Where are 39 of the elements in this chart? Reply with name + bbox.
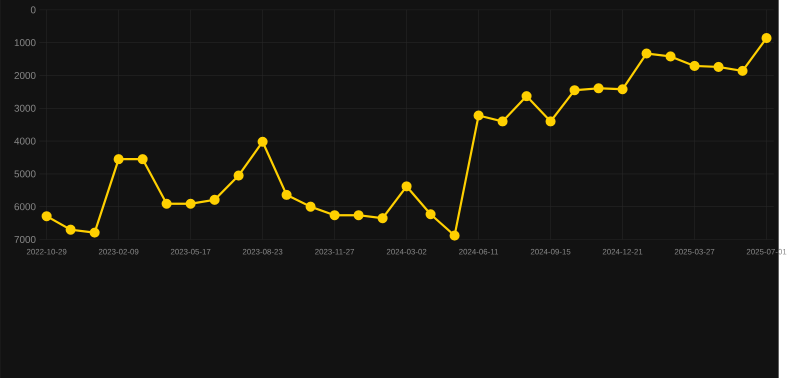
point bbox=[738, 66, 748, 76]
point bbox=[570, 84, 580, 96]
point bbox=[546, 116, 556, 126]
point bbox=[378, 212, 388, 223]
point bbox=[666, 51, 676, 62]
point bbox=[306, 201, 316, 212]
y-tick-label: 6000 bbox=[14, 202, 36, 210]
point bbox=[90, 227, 100, 238]
point bbox=[426, 208, 436, 220]
point bbox=[186, 198, 196, 209]
point bbox=[162, 198, 172, 209]
y-tick-label: 1000 bbox=[14, 38, 36, 46]
point bbox=[498, 116, 508, 126]
point bbox=[42, 210, 52, 222]
point bbox=[402, 181, 412, 192]
point bbox=[354, 210, 364, 220]
point bbox=[450, 230, 460, 240]
point bbox=[234, 170, 244, 180]
point bbox=[762, 32, 772, 43]
point bbox=[330, 210, 340, 220]
point bbox=[642, 48, 652, 58]
y-tick-label: 2000 bbox=[14, 72, 36, 79]
y-tick-label: 7000 bbox=[14, 236, 36, 243]
point bbox=[66, 224, 76, 234]
y-tick-label: 4000 bbox=[14, 137, 36, 144]
point bbox=[618, 84, 628, 94]
point bbox=[690, 60, 700, 71]
point bbox=[522, 90, 532, 101]
y-tick-label: 3000 bbox=[14, 104, 36, 112]
point bbox=[474, 110, 484, 120]
y-tick-label: 5000 bbox=[14, 170, 36, 178]
y-tick-label: 0 bbox=[30, 6, 36, 14]
point bbox=[138, 154, 148, 164]
point bbox=[282, 190, 292, 200]
point bbox=[714, 62, 724, 72]
point bbox=[594, 83, 604, 94]
point bbox=[258, 136, 268, 147]
point bbox=[114, 154, 124, 164]
point bbox=[210, 194, 220, 205]
